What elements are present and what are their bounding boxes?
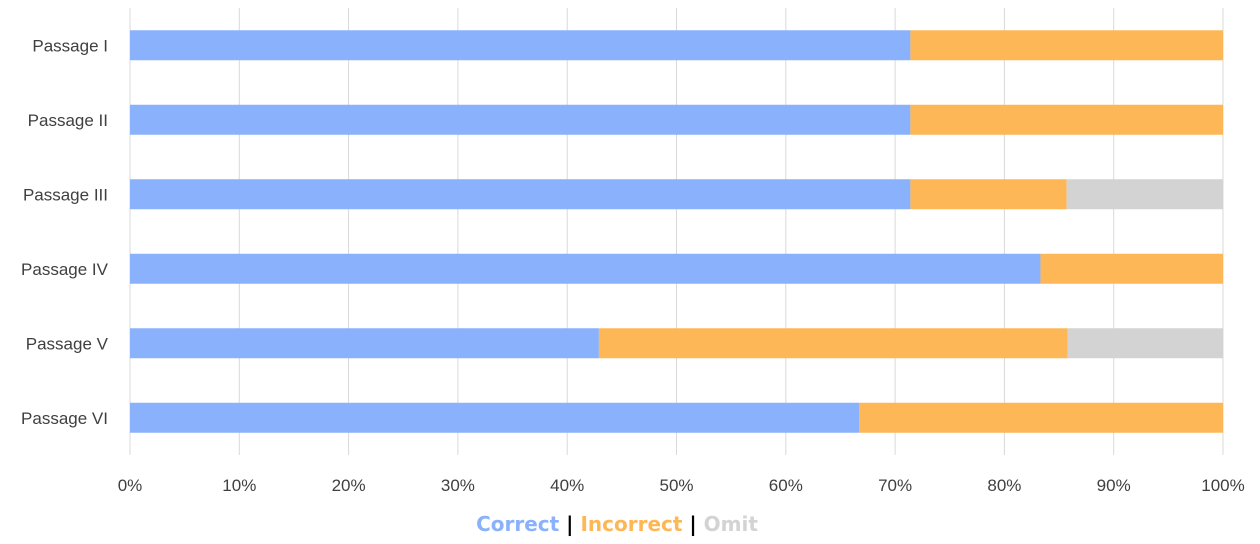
category-label: Passage VI (21, 409, 108, 428)
bar-segment-incorrect (910, 179, 1067, 210)
legend-incorrect: Incorrect (580, 512, 682, 536)
x-tick-label: 100% (1201, 476, 1244, 495)
category-labels: Passage I Passage II Passage III Passage IV… (21, 36, 109, 428)
x-tick-label: 20% (332, 476, 366, 495)
x-tick-label: 90% (1097, 476, 1131, 495)
legend-separator-2: | (682, 512, 703, 536)
bar-segment-correct (130, 104, 911, 135)
bar-segment-incorrect (910, 104, 1223, 135)
category-label: Passage III (23, 185, 108, 204)
x-tick-label: 0% (118, 476, 143, 495)
category-label: Passage V (26, 334, 109, 353)
x-tick-label: 60% (769, 476, 803, 495)
bar-segment-correct (130, 30, 911, 61)
x-tick-label: 40% (550, 476, 584, 495)
legend-correct: Correct (476, 512, 560, 536)
bar-segment-incorrect (910, 30, 1223, 61)
legend-separator-1: | (559, 512, 580, 536)
bar-segment-correct (130, 402, 860, 433)
legend-text: Correct | Incorrect | Omit (476, 512, 758, 536)
bar-segment-incorrect (598, 328, 1068, 359)
category-label: Passage I (32, 36, 108, 55)
bar-segment-incorrect (1040, 253, 1223, 284)
x-tick-label: 10% (222, 476, 256, 495)
bar-segment-correct (130, 253, 1041, 284)
legend-omit: Omit (704, 512, 759, 536)
bar-segment-omit (1067, 328, 1223, 359)
bar-segment-correct (130, 179, 911, 210)
x-tick-label: 50% (659, 476, 693, 495)
bar-segment-incorrect (859, 402, 1223, 433)
category-label: Passage II (28, 111, 108, 130)
x-tick-label: 80% (987, 476, 1021, 495)
category-label: Passage IV (21, 260, 109, 279)
bar-segment-correct (130, 328, 599, 359)
x-tick-label: 30% (441, 476, 475, 495)
x-tick-labels: 0% 10% 20% 30% 40% 50% 60% 70% 80% 90% 100% (118, 476, 1245, 495)
gridlines (129, 8, 1224, 455)
bars (130, 30, 1223, 433)
legend: Correct | Incorrect | Omit (476, 512, 758, 536)
bar-segment-omit (1066, 179, 1223, 210)
x-tick-label: 70% (878, 476, 912, 495)
